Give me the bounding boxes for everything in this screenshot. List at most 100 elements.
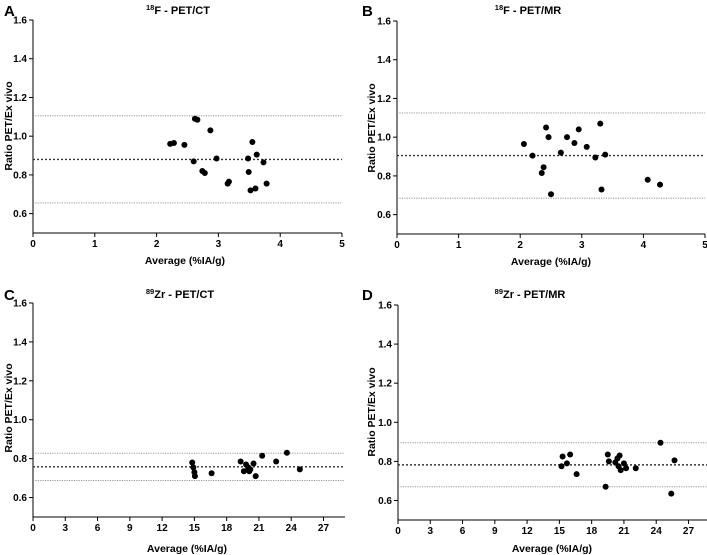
- x-tick-label: 24: [651, 526, 663, 537]
- title-superscript: 18: [146, 3, 154, 12]
- data-point: [249, 138, 256, 145]
- data-point: [253, 151, 260, 158]
- data-point: [201, 169, 208, 176]
- data-point: [573, 471, 580, 478]
- data-point: [252, 185, 259, 192]
- y-tick-label: 1.2: [377, 94, 391, 105]
- y-tick-label: 0.8: [377, 171, 391, 182]
- y-tick-label: 1.2: [378, 379, 392, 390]
- panel-c: C 89Zr - PET/CT Ratio PET/Ex vivo Averag…: [3, 287, 345, 555]
- data-point: [567, 451, 574, 458]
- x-tick-label: 27: [683, 526, 695, 537]
- data-point: [583, 143, 590, 150]
- data-point: [263, 180, 270, 187]
- data-point: [189, 459, 196, 466]
- panel-a: A 18F - PET/CT Ratio PET/Ex vivo Average…: [3, 3, 345, 267]
- data-point: [598, 186, 605, 193]
- x-tick-label: 21: [253, 523, 265, 534]
- y-tick-label: 1.2: [13, 376, 27, 387]
- y-tick-label: 1.4: [378, 340, 392, 351]
- x-tick-label: 1: [92, 239, 98, 250]
- data-point: [597, 120, 604, 127]
- y-tick-label: 0.8: [13, 170, 27, 181]
- data-point: [170, 139, 177, 146]
- data-point: [225, 178, 232, 185]
- y-tick-label: 1.6: [377, 17, 391, 28]
- y-tick-label: 0.6: [377, 210, 391, 221]
- title-superscript: 18: [495, 3, 503, 12]
- x-tick-label: 3: [216, 239, 222, 250]
- data-point: [617, 467, 624, 474]
- data-point: [632, 465, 639, 472]
- panel-title: 89Zr - PET/MR: [495, 287, 566, 301]
- y-tick-label: 1.4: [377, 55, 391, 66]
- data-point: [207, 127, 214, 134]
- data-point: [247, 187, 254, 194]
- x-tick-label: 15: [189, 523, 201, 534]
- data-point: [668, 490, 675, 497]
- title-superscript: 89: [495, 287, 503, 296]
- plot-area: 0.6 0.8 1.0 1.2 1.4 1.6 0 3 6 9 12 15 18 21 24 27: [13, 299, 345, 534]
- data-point: [616, 452, 623, 459]
- panel-letter: D: [362, 287, 373, 304]
- y-tick-label: 1.4: [13, 54, 27, 65]
- data-point: [245, 155, 252, 162]
- y-axis-label: Ratio PET/Ex vivo: [366, 83, 378, 172]
- y-tick-label: 0.6: [378, 496, 392, 507]
- x-tick-label: 4: [641, 240, 647, 251]
- data-point: [548, 191, 554, 198]
- panel-letter: B: [362, 3, 373, 20]
- panel-letter: A: [4, 3, 15, 20]
- plot-area: 0.6 0.8 1.0 1.2 1.4 1.6 0 1 2 3 4 5: [13, 16, 345, 251]
- y-tick-label: 0.6: [13, 209, 27, 220]
- x-tick-label: 15: [554, 526, 566, 537]
- data-point: [181, 141, 188, 148]
- data-point: [240, 468, 247, 475]
- x-tick-label: 3: [62, 523, 68, 534]
- data-point: [671, 457, 678, 464]
- data-point: [657, 181, 664, 188]
- y-tick-label: 0.6: [13, 493, 27, 504]
- x-tick-label: 9: [492, 526, 498, 537]
- x-tick-label: 0: [395, 526, 401, 537]
- data-point: [571, 139, 578, 146]
- data-point: [250, 460, 257, 467]
- plot-area: 0.6 0.8 1.0 1.2 1.4 1.6 0 1 2 3 4 5: [377, 17, 707, 252]
- x-tick-label: 2: [517, 240, 523, 251]
- data-point: [602, 483, 609, 490]
- panel-title: 18F - PET/MR: [495, 3, 561, 17]
- x-tick-label: 18: [586, 526, 598, 537]
- y-tick-label: 1.6: [13, 299, 27, 310]
- x-tick-label: 0: [394, 240, 400, 251]
- data-point: [604, 451, 611, 458]
- y-axis-label: Ratio PET/Ex vivo: [3, 81, 15, 170]
- data-point: [575, 126, 582, 133]
- y-axis-label: Ratio PET/Ex vivo: [366, 367, 378, 456]
- data-point: [260, 159, 267, 166]
- x-tick-label: 9: [127, 523, 133, 534]
- data-point: [605, 458, 612, 465]
- data-point: [190, 464, 197, 471]
- data-point: [208, 470, 215, 477]
- y-tick-label: 1.0: [13, 415, 27, 426]
- x-tick-label: 0: [30, 523, 36, 534]
- y-axis-label: Ratio PET/Ex vivo: [3, 363, 15, 452]
- panel-letter: C: [4, 287, 15, 304]
- x-tick-label: 21: [618, 526, 630, 537]
- data-point: [644, 176, 651, 183]
- title-superscript: 89: [146, 287, 154, 296]
- x-tick-label: 4: [277, 239, 283, 250]
- title-main: F - PET/CT: [154, 5, 210, 17]
- panel-title: 89Zr - PET/CT: [146, 287, 215, 301]
- x-tick-label: 18: [221, 523, 233, 534]
- x-tick-label: 24: [286, 523, 298, 534]
- x-tick-label: 3: [427, 526, 433, 537]
- data-point: [623, 465, 630, 472]
- data-point: [191, 473, 198, 480]
- data-point: [245, 169, 252, 176]
- panel-title: 18F - PET/CT: [146, 3, 210, 17]
- data-point: [559, 453, 566, 460]
- y-tick-label: 1.2: [13, 93, 27, 104]
- y-tick-label: 1.0: [13, 132, 27, 143]
